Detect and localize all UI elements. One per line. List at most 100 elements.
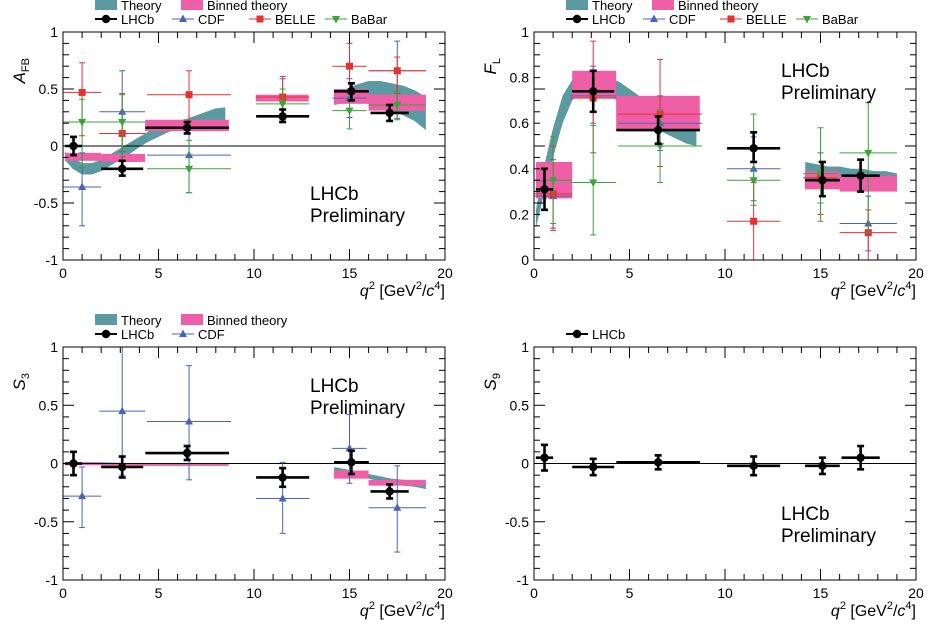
- watermark-preliminary: Preliminary: [310, 398, 406, 419]
- cdf-marker: [393, 503, 402, 511]
- plot-area: [63, 40, 445, 227]
- cdf-point: [368, 465, 426, 553]
- legend-marker-lhcb: [572, 329, 582, 339]
- watermark-lhcb: LHCb: [781, 504, 830, 525]
- legend-swatch-theory: [95, 314, 117, 325]
- legend-label-belle: BELLE: [746, 12, 787, 27]
- x-tick-label: 15: [342, 585, 358, 601]
- x-tick-label: 10: [246, 265, 262, 281]
- belle-marker: [78, 88, 86, 96]
- lhcb-point: [256, 108, 310, 124]
- y-tick-label: -0.5: [34, 195, 58, 211]
- y-tick-label: 0.5: [510, 397, 530, 413]
- series-babar: [63, 88, 426, 194]
- watermark-lhcb: LHCb: [310, 376, 359, 397]
- y-tick-label: 0.8: [510, 70, 530, 86]
- lhcb-marker: [818, 176, 827, 185]
- legend: LHCb: [566, 327, 625, 342]
- y-tick-label: 0.4: [510, 161, 530, 177]
- legend-marker-babar: [332, 16, 340, 24]
- lhcb-marker: [278, 473, 287, 482]
- series-lhcb: [64, 82, 409, 177]
- y-axis-title: AFB: [10, 58, 32, 84]
- y-tick-label: -1: [46, 252, 59, 268]
- x-tick-label: 0: [530, 585, 538, 601]
- y-tick-label: -1: [46, 572, 59, 588]
- series-lhcb: [535, 443, 880, 477]
- legend-label-binned_theory: Binned theory: [207, 0, 288, 13]
- lhcb-point: [572, 457, 615, 477]
- lhcb-point: [616, 454, 700, 471]
- legend-marker-cdf: [179, 14, 187, 22]
- x-tick-label: 0: [530, 265, 538, 281]
- x-axis-title: q2 [GeV2/c4]: [360, 280, 445, 300]
- x-tick-label: 5: [155, 585, 163, 601]
- legend-marker-belle: [727, 15, 735, 23]
- cdf-marker: [185, 417, 194, 425]
- lhcb-point: [841, 444, 880, 471]
- plot-area: [534, 40, 897, 260]
- x-tick-label: 0: [59, 265, 67, 281]
- y-tick-label: 1: [50, 24, 58, 40]
- cdf-point: [147, 365, 232, 481]
- babar-point: [99, 94, 146, 157]
- series-babar: [534, 102, 897, 236]
- legend-label-binned_theory: Binned theory: [207, 313, 288, 328]
- y-tick-label: 1: [50, 339, 58, 355]
- y-tick-label: 0.6: [510, 115, 530, 131]
- legend-swatch-binned_theory: [181, 0, 203, 10]
- lhcb-point: [727, 455, 781, 477]
- babar-point: [534, 136, 573, 225]
- lhcb-point: [841, 158, 880, 193]
- lhcb-marker: [653, 125, 663, 135]
- lhcb-marker: [118, 164, 127, 173]
- lhcb-marker: [278, 112, 287, 121]
- lhcb-point: [145, 120, 229, 135]
- y-axis-title: S3: [10, 373, 32, 390]
- watermark-lhcb: LHCb: [310, 184, 359, 205]
- y-tick-label: 1: [521, 24, 529, 40]
- cdf-marker: [278, 493, 287, 502]
- lhcb-point: [101, 159, 144, 177]
- lhcb-point: [334, 82, 369, 102]
- y-axis-title: S9: [481, 373, 503, 390]
- lhcb-marker: [749, 144, 758, 153]
- panel-fl: 0 5 10 15 20 0 0.2 0.4 0.6 0.8 1 FL q2 [GeV2/c4] LHCb…: [481, 0, 924, 300]
- plot-area: [63, 347, 445, 553]
- plot-area: [534, 443, 916, 477]
- x-axis-title: q2 [GeV2/c4]: [360, 600, 445, 620]
- babar-marker: [549, 177, 558, 185]
- babar-marker: [864, 149, 873, 158]
- babar-point: [839, 102, 897, 234]
- legend-label-theory: Theory: [121, 313, 162, 328]
- series-cdf: [63, 347, 426, 553]
- legend: Theory Binned theory LHCb CDF: [95, 313, 288, 342]
- cdf-marker: [78, 491, 87, 500]
- legend-label-binned_theory: Binned theory: [678, 0, 759, 13]
- watermark-preliminary: Preliminary: [781, 526, 877, 547]
- lhcb-point: [616, 115, 700, 146]
- legend-label-cdf: CDF: [669, 12, 696, 27]
- x-tick-label: 10: [717, 265, 733, 281]
- babar-marker: [78, 119, 87, 127]
- x-axis-title: q2 [GeV2/c4]: [831, 280, 916, 300]
- y-tick-label: -0.5: [505, 514, 529, 530]
- lhcb-marker: [749, 461, 758, 471]
- y-tick-label: -1: [517, 572, 530, 588]
- belle-point: [368, 56, 426, 95]
- lhcb-point: [334, 449, 369, 476]
- binned-theory-box: [64, 152, 102, 161]
- x-tick-label: 5: [626, 585, 634, 601]
- theory-band-low-q2: [64, 107, 226, 175]
- legend-label-babar: BaBar: [351, 12, 388, 27]
- legend-label-theory: Theory: [121, 0, 162, 13]
- legend-label-lhcb: LHCb: [121, 12, 154, 27]
- babar-marker: [118, 119, 127, 127]
- lhcb-marker: [182, 123, 192, 132]
- lhcb-point: [370, 103, 409, 123]
- lhcb-marker: [856, 171, 865, 180]
- lhcb-marker: [653, 458, 663, 467]
- x-axis-title: q2 [GeV2/c4]: [831, 600, 916, 620]
- legend-label-belle: BELLE: [275, 12, 316, 27]
